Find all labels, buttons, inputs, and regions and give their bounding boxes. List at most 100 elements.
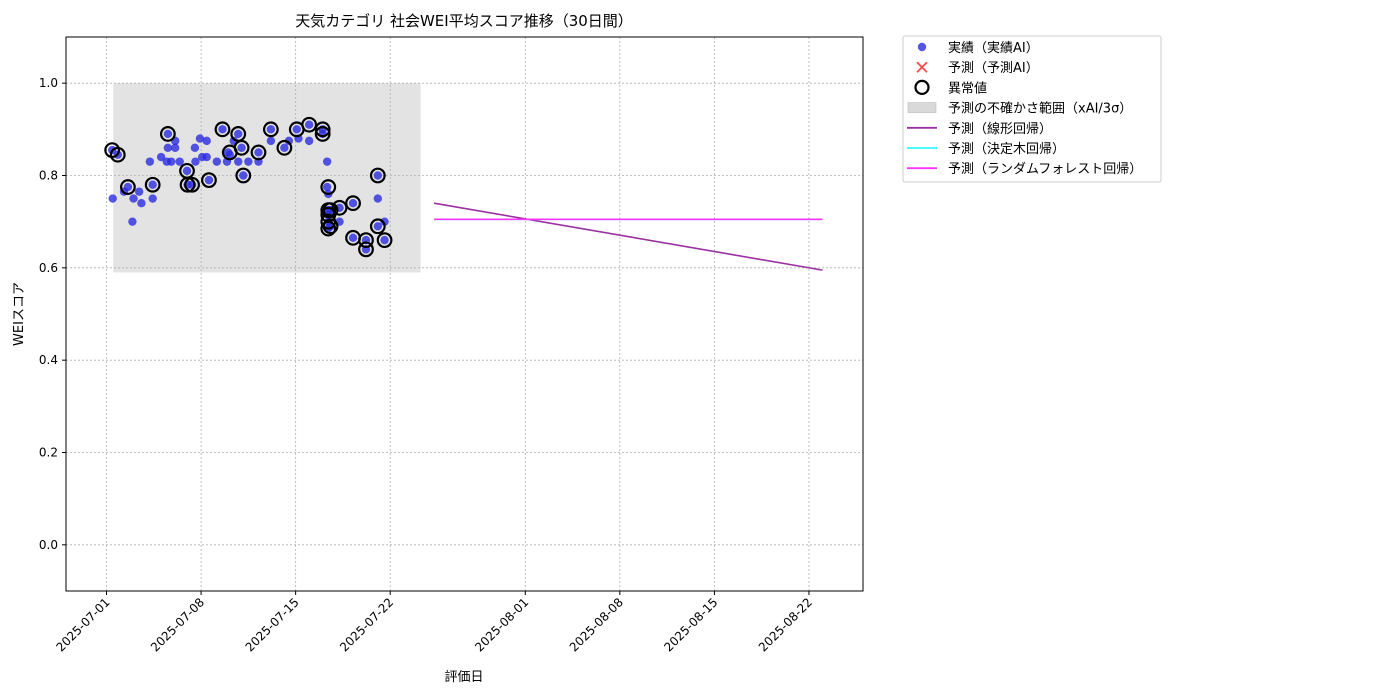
actual-data-point	[191, 157, 200, 166]
legend-label: 異常値	[948, 80, 987, 96]
actual-data-point	[170, 143, 180, 152]
actual-data-point	[254, 148, 263, 157]
legend-label: 予測（線形回帰）	[948, 121, 1052, 137]
anomaly-marker	[358, 241, 374, 258]
x-tick-label: 2025-07-08	[148, 595, 207, 654]
y-tick-label: 0.4	[39, 353, 58, 367]
actual-data-point	[202, 136, 211, 146]
anomaly-marker	[320, 179, 337, 195]
actual-data-point	[202, 152, 211, 162]
actual-data-point	[380, 217, 389, 226]
actual-data-point	[225, 150, 234, 159]
plot-area: 2025-07-01 2025-07-08 2025-07-15 2025-07-22…	[39, 36, 864, 654]
legend-band-patch	[907, 102, 937, 113]
anomaly-marker	[250, 144, 267, 161]
actual-data-point	[322, 182, 332, 192]
actual-data-point	[156, 152, 166, 162]
actual-data-point	[128, 217, 137, 226]
y-tick-label: 0.8	[39, 169, 58, 183]
actual-data-point	[123, 182, 133, 192]
x-tick-label: 2025-07-22	[337, 595, 396, 654]
actual-data-point	[182, 166, 192, 176]
actual-data-point	[175, 157, 184, 166]
actual-data-point	[218, 125, 227, 134]
actual-data-point	[137, 199, 146, 208]
actual-data-point	[304, 136, 314, 146]
plot-frame	[65, 36, 864, 592]
anomaly-marker	[322, 202, 339, 219]
x-tick-label: 2025-07-01	[53, 595, 112, 654]
x-tick-label: 2025-08-22	[756, 595, 815, 654]
legend-label: 予測（ランダムフォレスト回帰）	[948, 161, 1142, 177]
actual-data-point	[129, 194, 138, 203]
actual-data-point	[212, 157, 222, 166]
legend-label: 予測（予測AI）	[948, 61, 1039, 76]
legend-label: 実績（実績AI）	[948, 40, 1039, 56]
anomaly-marker	[369, 218, 386, 235]
y-tick-label: 0.6	[39, 261, 58, 275]
legend-label: 予測（決定木回帰）	[948, 141, 1065, 157]
actual-data-point	[163, 143, 173, 152]
anomaly-marker	[109, 146, 126, 163]
anomaly-marker	[276, 139, 293, 156]
actual-data-point	[234, 129, 243, 139]
actual-data-point	[108, 194, 117, 203]
actual-data-point	[167, 157, 176, 166]
actual-data-point	[373, 222, 383, 231]
chart-title: 天気カテゴリ 社会WEI平均スコア推移（30日間）	[295, 12, 633, 30]
y-axis-label: WEIスコア	[12, 282, 27, 346]
x-tick-label: 2025-07-15	[243, 595, 302, 654]
anomaly-marker	[331, 199, 348, 216]
actual-data-point	[292, 125, 301, 134]
anomaly-marker	[233, 139, 250, 156]
actual-data-point	[244, 157, 253, 166]
x-tick-label: 2025-08-08	[567, 595, 626, 654]
actual-data-point	[373, 171, 383, 180]
actual-data-point	[204, 175, 214, 185]
anomaly-marker	[120, 179, 136, 195]
anomaly-marker	[320, 220, 337, 237]
legend-dot-marker	[917, 42, 927, 52]
y-tick-label: 0.0	[39, 538, 58, 552]
actual-data-point	[284, 136, 294, 146]
anomaly-marker	[159, 126, 176, 142]
anomaly-marker	[235, 167, 252, 184]
actual-data-point	[195, 134, 205, 143]
anomaly-marker	[314, 126, 331, 142]
linear-regression-line	[433, 202, 823, 271]
actual-data-point	[239, 171, 248, 180]
actual-data-point	[148, 194, 157, 203]
anomaly-marker	[184, 176, 200, 193]
actual-data-point	[266, 136, 276, 146]
anomaly-marker	[376, 232, 393, 249]
x-axis-label: 評価日	[444, 670, 483, 685]
anomaly-marker	[358, 232, 374, 249]
anomaly-marker	[262, 121, 279, 138]
actual-data-point	[190, 143, 200, 152]
actual-data-point	[145, 157, 155, 166]
actual-data-point	[280, 143, 289, 152]
actual-data-point	[304, 120, 314, 129]
legend-box	[902, 35, 1162, 183]
y-tick-label: 1.0	[39, 76, 58, 90]
actual-data-point	[348, 199, 358, 208]
anomaly-marker	[345, 195, 361, 212]
legend-ring-marker	[914, 79, 930, 96]
x-tick-label: 2025-08-01	[472, 595, 531, 654]
actual-data-point	[234, 157, 243, 166]
actual-data-point	[348, 233, 358, 243]
anomaly-marker	[214, 121, 231, 138]
anomaly-marker	[144, 176, 161, 193]
actual-data-point	[266, 125, 276, 134]
legend-label: 予測の不確かさ範囲（xAI/3σ）	[948, 101, 1132, 117]
anomaly-marker	[201, 172, 217, 189]
actual-data-point	[322, 157, 332, 166]
anomaly-marker	[179, 176, 196, 193]
anomaly-marker	[369, 167, 386, 184]
legend-x-marker	[916, 61, 928, 73]
actual-data-point	[380, 235, 389, 245]
anomaly-marker	[322, 218, 339, 235]
